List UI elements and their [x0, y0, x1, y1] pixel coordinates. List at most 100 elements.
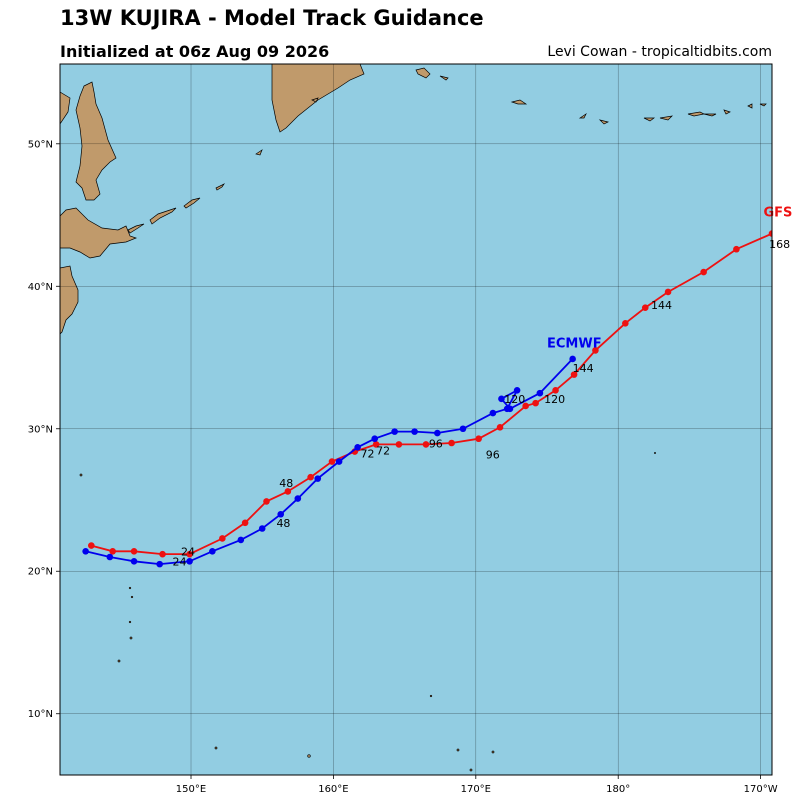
pacific-islet — [654, 452, 656, 454]
ecmwf-forecast-hour-label: 24 — [181, 546, 195, 559]
gfs-track-point — [641, 304, 649, 311]
model-name-label: GFS — [763, 205, 792, 220]
gfs-track-point — [159, 550, 166, 558]
gfs-track-point — [422, 441, 430, 448]
gfs-forecast-hour-label: 96 — [429, 437, 443, 450]
chart-subtitle: Initialized at 06z Aug 09 2026 — [60, 42, 330, 61]
gfs-track-point — [307, 473, 314, 481]
gfs-track-point — [570, 371, 578, 378]
gfs-track-point — [552, 386, 559, 394]
pacific-islet — [117, 659, 121, 663]
gfs-track-point — [284, 488, 292, 495]
ecmwf-track-point — [536, 389, 544, 397]
aleutian-island — [759, 103, 767, 107]
gfs-forecast-hour-label: 120 — [544, 393, 565, 406]
gfs-forecast-hour-label: 72 — [360, 447, 374, 460]
ecmwf-track-point — [371, 435, 379, 443]
gfs-track-point — [372, 441, 380, 448]
gfs-track-point — [532, 399, 539, 407]
gfs-track-point — [768, 230, 772, 237]
gfs-track-point — [448, 439, 455, 447]
ecmwf-forecast-hour-label: 120 — [504, 393, 525, 406]
ecmwf-track-point — [277, 510, 285, 518]
axis-ticks: 10°N 20°N 30°N 40°N 50°N 150°E 160°E 170°E 180° 1… — [28, 139, 778, 795]
lat-tick-label: 10°N — [28, 709, 53, 720]
mainland-land — [60, 91, 71, 125]
lon-tick-label: 170°E — [461, 784, 491, 795]
credit-text: Levi Cowan - tropicaltidbits.com — [547, 44, 772, 60]
pacific-islet — [214, 746, 218, 750]
pacific-islet — [491, 750, 495, 754]
ecmwf-track-point — [186, 557, 193, 565]
ecmwf-track-point — [506, 405, 514, 413]
kuril-island — [127, 223, 145, 234]
ecmwf-track-point — [106, 553, 114, 561]
aleutian-island — [439, 75, 449, 81]
ecmwf-track-point — [569, 355, 576, 363]
pacific-islet — [307, 754, 311, 758]
model-name-label: ECMWF — [547, 337, 602, 352]
lon-tick-label: 160°E — [318, 784, 348, 795]
ecmwf-track-point — [314, 475, 322, 482]
gfs-track-point — [186, 550, 193, 558]
gfs-forecast-hour-label: 168 — [769, 238, 790, 251]
gfs-track-point — [219, 535, 226, 542]
gfs-track-point — [496, 424, 504, 431]
lat-tick-label: 50°N — [28, 139, 53, 150]
gfs-track-point — [328, 458, 336, 465]
pacific-islet — [469, 768, 473, 772]
lon-tick-label: 170°W — [744, 784, 778, 795]
pacific-islet — [129, 636, 133, 640]
gfs-track-point — [88, 542, 95, 549]
kuril-island — [149, 207, 177, 225]
ecmwf-track-point — [434, 429, 441, 437]
gfs-track-point — [733, 245, 740, 253]
ecmwf-track-point — [391, 428, 398, 435]
chart-title: 13W KUJIRA - Model Track Guidance — [60, 6, 484, 30]
lat-tick-label: 20°N — [28, 567, 53, 578]
track-labels: 24 48 72 96 120 144 168 24 48 72 96 120 144 GFS ECMWF — [172, 205, 792, 568]
ecmwf-track-point — [237, 536, 245, 544]
lat-tick-label: 40°N — [28, 282, 53, 293]
pacific-islet — [128, 620, 132, 624]
land-layer — [60, 64, 767, 772]
kuril-island — [215, 183, 226, 191]
gfs-track-point — [475, 435, 482, 443]
lon-tick-label: 150°E — [176, 784, 206, 795]
ecmwf-forecast-hour-label: 96 — [486, 449, 500, 462]
commander-island — [311, 97, 319, 103]
lon-tick-label: 180° — [606, 784, 630, 795]
gfs-forecast-hour-label: 24 — [172, 556, 186, 569]
pacific-islet — [456, 748, 460, 752]
ecmwf-track-point — [459, 425, 467, 433]
map-frame — [59, 63, 773, 776]
gfs-track-point — [263, 498, 270, 505]
ecmwf-track-point — [130, 557, 138, 565]
ocean-background — [60, 64, 772, 775]
pacific-islet — [128, 586, 132, 590]
sakhalin-land — [75, 81, 117, 201]
ecmwf-track-point — [209, 547, 216, 555]
kuril-island — [255, 149, 263, 156]
ecmwf-track-point — [498, 395, 505, 403]
ecmwf-track-point — [354, 443, 361, 451]
aleutian-island — [578, 112, 587, 119]
honshu-land — [60, 265, 79, 335]
gfs-track-point — [395, 441, 403, 448]
gfs-track-point — [522, 402, 529, 410]
gfs-track-point — [592, 347, 599, 354]
aleutian-island — [415, 67, 431, 79]
ecmwf-forecast-hour-label: 72 — [376, 444, 390, 457]
ecmwf-track-point — [411, 428, 418, 435]
pacific-islet — [130, 595, 134, 599]
gfs-track-point — [664, 288, 672, 296]
ecmwf-forecast-hour-label: 144 — [573, 362, 594, 375]
aleutian-island — [598, 119, 610, 125]
ecmwf-forecast-hour-label: 48 — [276, 517, 290, 530]
ecmwf-track-point — [156, 560, 163, 568]
ecmwf-track-point — [513, 386, 521, 394]
pacific-islet — [79, 473, 83, 477]
grid-lines — [60, 64, 772, 775]
aleutian-island — [643, 117, 656, 122]
gfs-forecast-hour-label: 144 — [651, 299, 672, 312]
